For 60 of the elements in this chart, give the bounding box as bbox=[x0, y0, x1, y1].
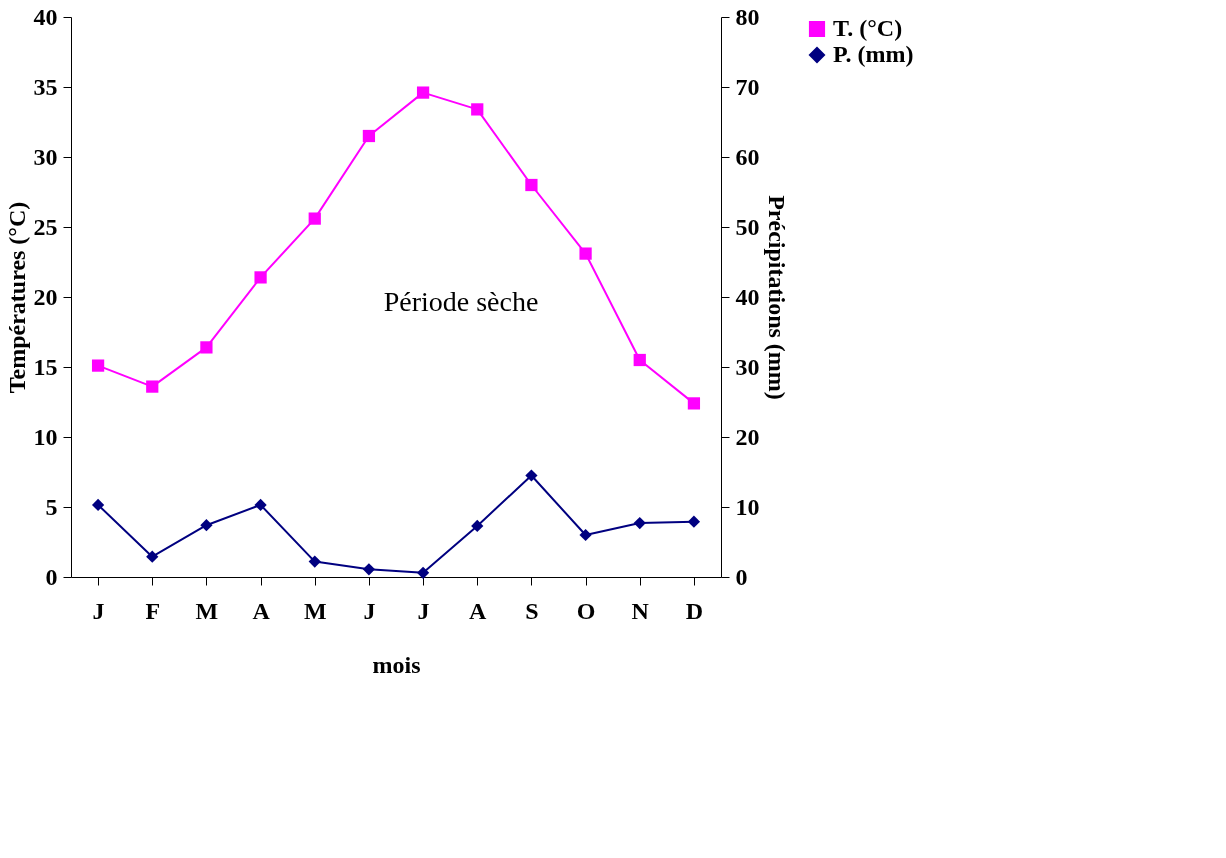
y-tick-label: 5 bbox=[45, 493, 58, 520]
point bbox=[200, 519, 213, 532]
point bbox=[579, 528, 592, 542]
x-tick-label: S bbox=[525, 597, 539, 624]
y2-tick-label: 60 bbox=[735, 143, 760, 170]
x-tick-label: D bbox=[685, 597, 704, 624]
point bbox=[416, 566, 430, 579]
point bbox=[308, 555, 321, 568]
y-tick-label: 0 bbox=[45, 563, 58, 590]
y2-tick-label: 30 bbox=[735, 353, 760, 380]
x-tick-label: A bbox=[469, 597, 488, 624]
x-tick-label: J bbox=[92, 597, 105, 624]
x-tick-label: N bbox=[631, 597, 650, 624]
point bbox=[525, 469, 538, 482]
point bbox=[362, 563, 376, 576]
point bbox=[362, 129, 376, 143]
y-tick-label: 30 bbox=[33, 143, 58, 170]
point bbox=[200, 341, 213, 354]
legend-label: T. (°C) bbox=[833, 15, 903, 41]
point bbox=[91, 498, 105, 512]
x-tick-label: F bbox=[145, 597, 161, 624]
x-tick-label: M bbox=[303, 597, 327, 624]
y2-tick-label: 80 bbox=[735, 3, 760, 30]
y2-tick-label: 0 bbox=[735, 563, 748, 590]
point bbox=[525, 178, 538, 192]
y-tick-label: 15 bbox=[33, 353, 58, 380]
point bbox=[687, 397, 701, 410]
y2-tick-label: 20 bbox=[735, 423, 760, 450]
point bbox=[471, 103, 484, 116]
annotation: Période sèche bbox=[383, 285, 539, 317]
y2-tick-label: 70 bbox=[735, 73, 760, 100]
point bbox=[633, 353, 646, 367]
y-tick-label: 20 bbox=[33, 283, 58, 310]
x-tick-label: M bbox=[195, 597, 219, 624]
x-tick-label: J bbox=[417, 597, 430, 624]
point bbox=[146, 380, 159, 393]
y-tick-label: 40 bbox=[33, 3, 58, 30]
point bbox=[254, 271, 267, 284]
legend-label: P. (mm) bbox=[833, 41, 914, 67]
y-axis-title: Températures (°C) bbox=[3, 201, 30, 394]
y2-axis-title: Précipitations (mm) bbox=[763, 195, 790, 400]
point bbox=[416, 86, 430, 99]
x-tick-label: A bbox=[252, 597, 271, 624]
y-tick-label: 10 bbox=[33, 423, 58, 450]
y2-tick-label: 10 bbox=[735, 493, 760, 520]
y-tick-label: 35 bbox=[33, 73, 58, 100]
point bbox=[91, 359, 105, 372]
x-tick-label: O bbox=[576, 597, 596, 624]
point bbox=[308, 212, 321, 225]
y2-tick-label: 50 bbox=[735, 213, 760, 240]
point bbox=[146, 550, 159, 563]
point bbox=[254, 498, 267, 512]
point bbox=[579, 247, 592, 260]
point bbox=[687, 515, 701, 528]
y2-tick-label: 40 bbox=[735, 283, 760, 310]
y-tick-label: 25 bbox=[33, 213, 58, 240]
x-tick-label: J bbox=[363, 597, 376, 624]
point bbox=[471, 519, 484, 533]
x-axis-title: mois bbox=[372, 651, 421, 678]
point bbox=[633, 516, 646, 530]
